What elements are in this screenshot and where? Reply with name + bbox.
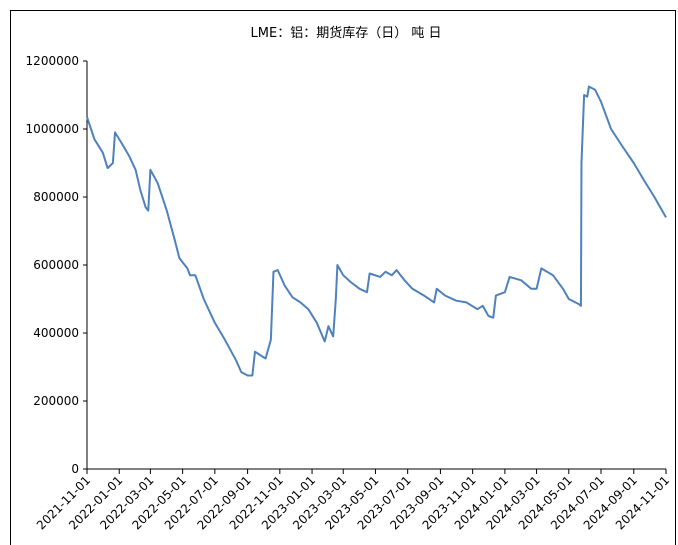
y-tick-label: 0 — [71, 462, 79, 476]
data-line — [86, 85, 667, 377]
y-tick-label: 200000 — [33, 394, 79, 408]
y-tick-label: 1200000 — [26, 54, 79, 68]
chart-title: LME：铝：期货库存（日） 吨 日 — [251, 25, 442, 41]
y-tick-label: 400000 — [33, 326, 79, 340]
frame — [10, 10, 676, 545]
y-tick-label: 600000 — [33, 258, 79, 272]
y-tick-label: 800000 — [33, 190, 79, 204]
y-tick-label: 1000000 — [26, 122, 79, 136]
